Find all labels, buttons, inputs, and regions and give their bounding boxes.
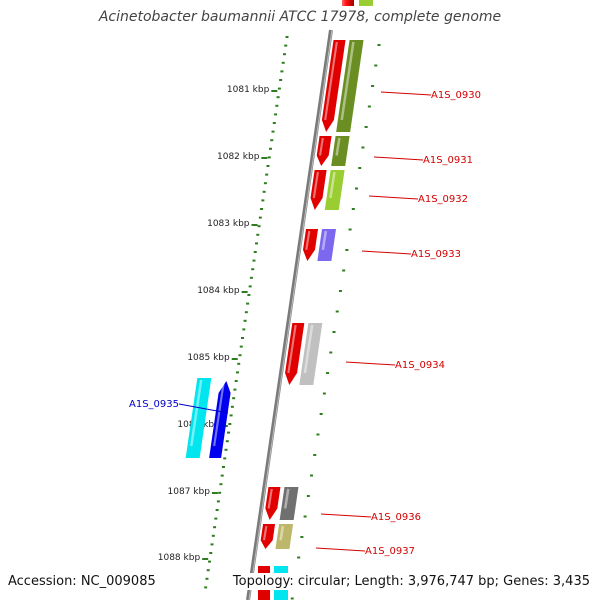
gene-label-leader xyxy=(380,91,432,96)
gene-cog-block xyxy=(317,229,337,261)
gene-fragment-top xyxy=(359,0,373,6)
gene-label: A1S_0933 xyxy=(411,249,461,260)
scale-label: 1081 kbp xyxy=(227,85,270,95)
gene-cog-block xyxy=(279,487,299,520)
gene-cds-arrow-body xyxy=(310,170,327,210)
gene-cds-arrow xyxy=(260,524,276,549)
gene-label: A1S_0935 xyxy=(129,399,179,410)
genome-summary-text: Topology: circular; Length: 3,976,747 bp… xyxy=(230,573,592,590)
gene-cds-arrow xyxy=(209,381,231,458)
gene-cog-block-shine xyxy=(340,41,355,121)
gene-cog-block-body xyxy=(317,229,337,261)
gene-cog-block xyxy=(336,40,364,132)
gene-cog-block-shine xyxy=(279,525,285,541)
scale-label: 1084 kbp xyxy=(197,286,240,296)
gene-cog-block-body xyxy=(185,378,212,458)
gene-cds-arrow-shine xyxy=(213,382,225,447)
gene-label-leader xyxy=(178,403,229,414)
map-title: Acinetobacter baumannii ATCC 17978, comp… xyxy=(98,9,502,25)
gene-cds-arrow-body xyxy=(285,323,305,385)
gene-cds-arrow xyxy=(316,136,332,166)
gene-cds-arrow-shine xyxy=(305,230,311,250)
gene-cog-block-body xyxy=(331,136,350,166)
gene-cds-arrow xyxy=(265,487,281,520)
gene-label-leader xyxy=(373,156,424,161)
gene-cds-arrow-body xyxy=(260,524,276,549)
scale-label: 1085 kbp xyxy=(187,353,230,363)
gene-label-leader xyxy=(345,361,396,366)
gene-cog-block-body xyxy=(324,170,345,210)
gene-cog-block-body xyxy=(299,323,323,385)
gene-cds-arrow-shine xyxy=(267,488,273,509)
accession-text: Accession: NC_009085 xyxy=(6,573,158,590)
gene-label-leader xyxy=(315,547,366,552)
gene-cds-arrow-shine xyxy=(312,171,319,199)
gene-label-leader xyxy=(320,513,372,518)
gene-cds-arrow-shine xyxy=(318,137,324,156)
gene-label-leader xyxy=(368,195,419,200)
gene-label: A1S_0936 xyxy=(371,512,421,523)
backbone-highlight xyxy=(248,29,333,600)
gene-cds-arrow xyxy=(285,323,305,385)
gene-label: A1S_0932 xyxy=(418,194,468,205)
gene-cds-arrow-body xyxy=(321,40,346,132)
gene-cog-block-body xyxy=(279,487,299,520)
gene-cog-block xyxy=(275,524,294,549)
gene-cds-arrow-shine xyxy=(324,41,338,121)
backbone-line xyxy=(246,29,333,600)
gene-cog-block-shine xyxy=(303,324,314,374)
gene-cog-block-shine xyxy=(321,230,328,251)
gene-cog-block xyxy=(324,170,345,210)
gene-cds-arrow-body xyxy=(302,229,319,261)
gene-cds-arrow xyxy=(321,40,346,132)
gene-cds-arrow-shine xyxy=(262,525,268,541)
gene-cog-block xyxy=(299,323,323,385)
gene-cog-block-body xyxy=(275,524,294,549)
gene-label: A1S_0934 xyxy=(395,360,445,371)
gene-cds-arrow-body xyxy=(265,487,281,520)
gene-cds-arrow xyxy=(310,170,327,210)
gene-label-leader xyxy=(361,250,412,255)
gene-fragment-top xyxy=(342,0,354,6)
gene-label: A1S_0931 xyxy=(423,155,473,166)
gene-cog-block-shine xyxy=(283,488,290,509)
scale-label: 1087 kbp xyxy=(168,487,211,497)
gene-cog-block-shine xyxy=(335,137,341,156)
scale-label: 1082 kbp xyxy=(217,152,260,162)
gene-label: A1S_0930 xyxy=(431,90,481,101)
gene-cog-block xyxy=(331,136,350,166)
gene-cog-block-shine xyxy=(329,171,336,199)
gene-cog-block-body xyxy=(336,40,364,132)
scale-label: 1088 kbp xyxy=(158,553,201,563)
gene-cds-arrow-body xyxy=(316,136,332,166)
gene-cog-block-shine xyxy=(190,379,203,447)
scale-label: 1083 kbp xyxy=(207,219,250,229)
gene-cds-arrow-body xyxy=(209,381,231,458)
gene-cog-block xyxy=(185,378,212,458)
gene-cds-arrow-shine xyxy=(287,324,297,374)
gene-cds-arrow xyxy=(302,229,319,261)
gene-label: A1S_0937 xyxy=(365,546,415,557)
